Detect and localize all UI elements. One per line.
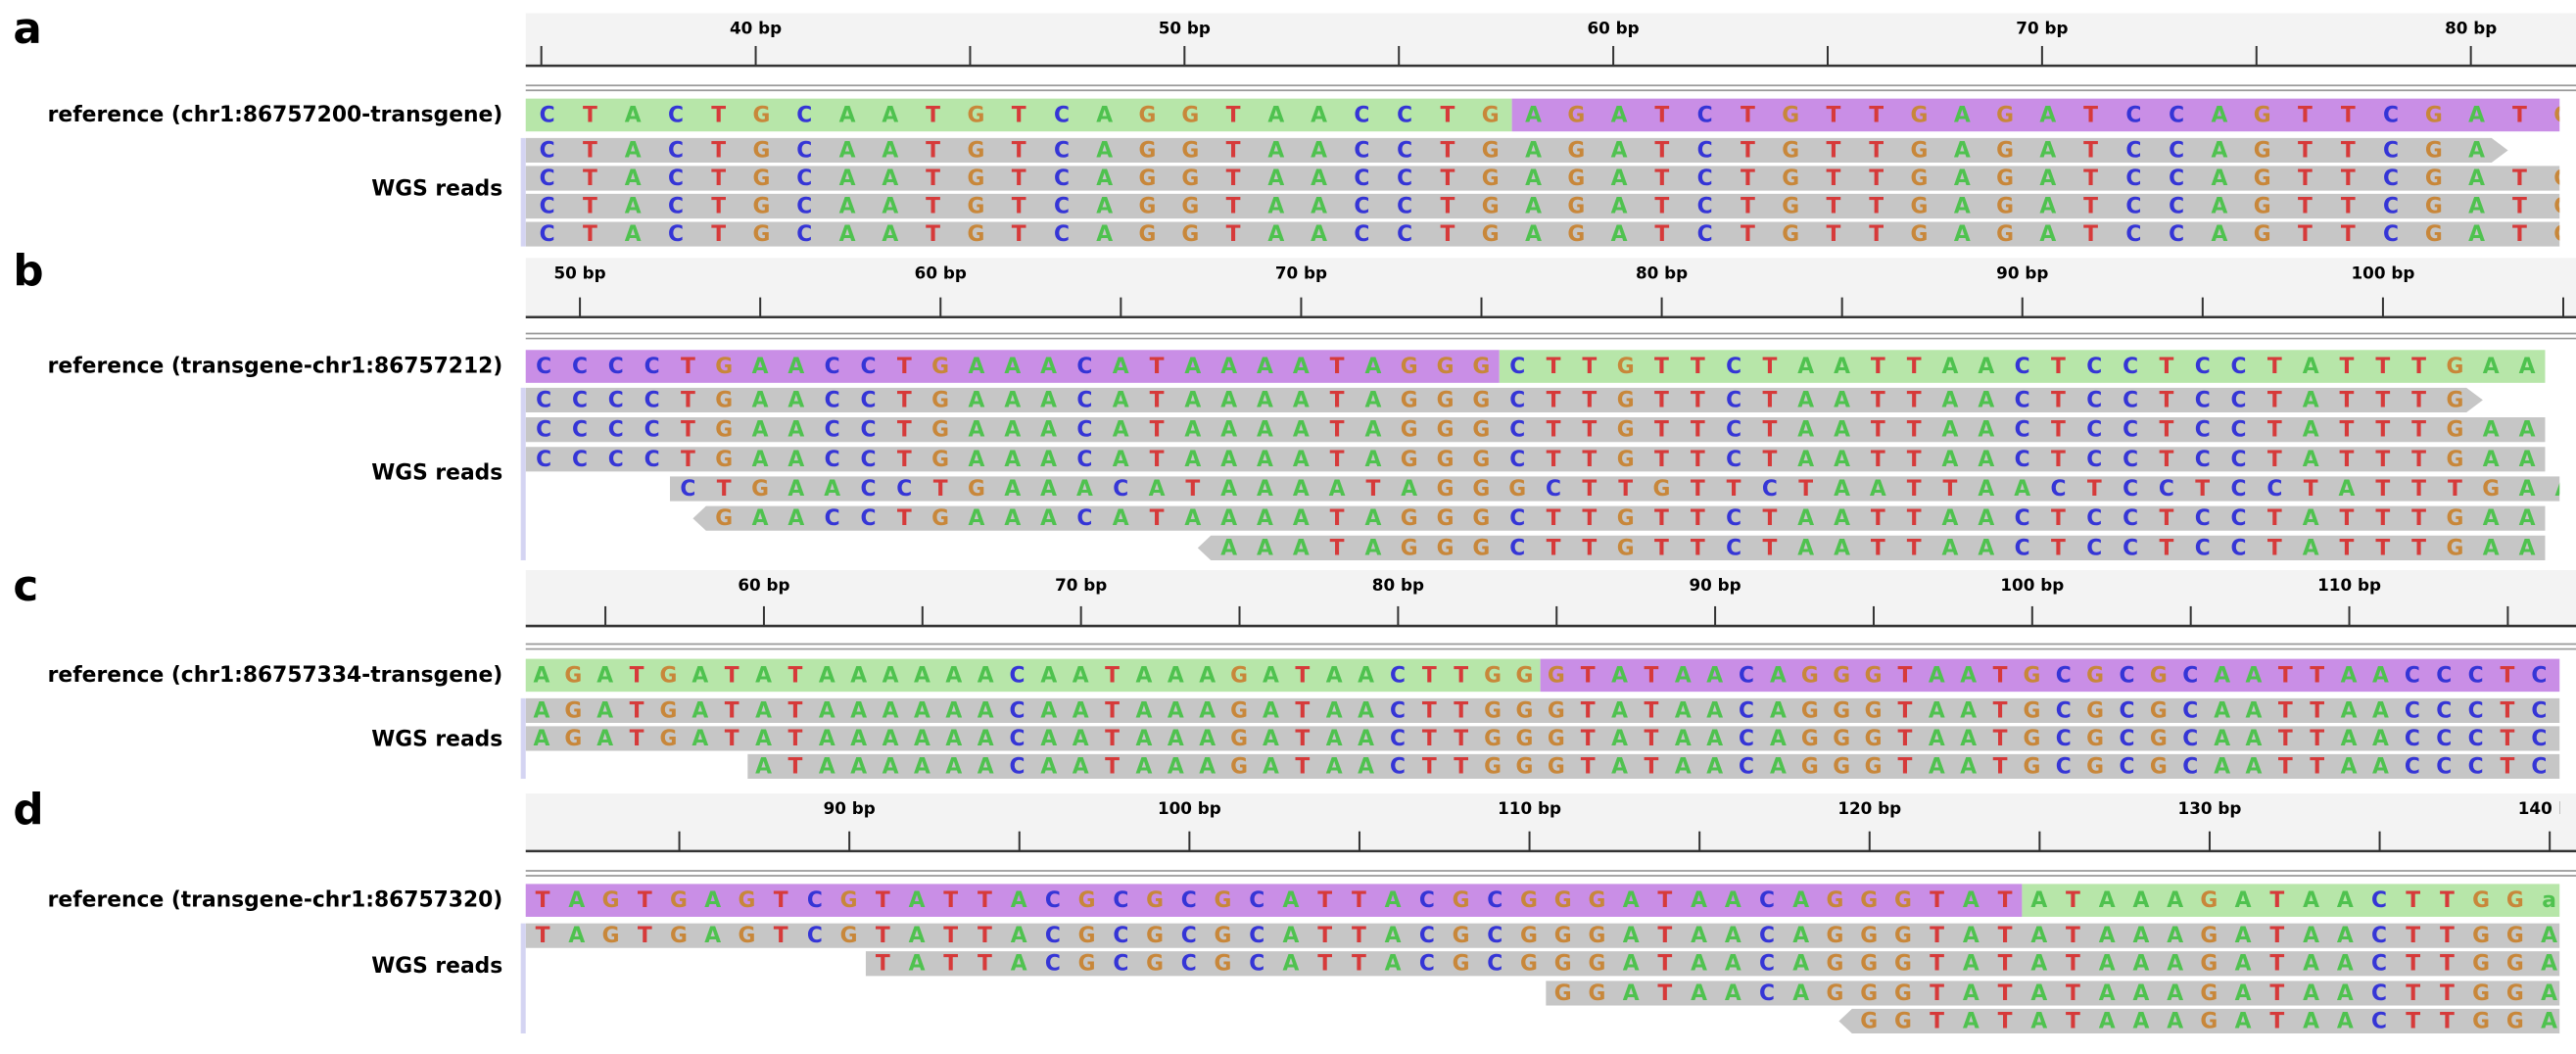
ruler-label: 90 bp [1996,263,2048,282]
read [525,923,2560,948]
ruler-bg [525,793,2576,851]
read [670,476,2560,502]
ruler-label: 60 bp [915,263,967,282]
ruler-label: 70 bp [1275,263,1327,282]
ruler-label: 140 bp [2518,798,2576,818]
panel-label: a [13,5,41,54]
panel-label: b [13,247,43,296]
read [1197,535,2546,560]
read [525,137,2508,164]
read [525,221,2560,247]
coverage-edge [520,137,526,247]
panel-content: 40 bp 50 bp 60 bp 70 bp 80 bp C T A C T G C A A T G T C A G… [525,19,2571,247]
reference-segment [1499,350,2546,383]
reference-segment [525,884,2023,917]
read [525,726,2560,751]
ruler-label: 110 bp [1498,798,1561,818]
ruler-label: 70 bp [2016,19,2068,38]
reference-segment [1540,658,2560,693]
panel-label: d [13,786,43,835]
ruler-label: 100 bp [2351,263,2414,282]
read [525,193,2560,219]
read [692,505,2546,531]
ruler-label: 60 bp [738,575,789,595]
read [1546,981,2560,1006]
ruler-label: 80 bp [1636,263,1688,282]
reference-segment [2022,884,2560,917]
read [525,387,2483,413]
reference-label: reference (transgene-chr1:86757212) [48,355,503,379]
ruler-label: 90 bp [1690,575,1741,595]
reference-segment [1511,98,2560,132]
reads-label: WGS reads [371,954,502,979]
reference-segment [525,98,1512,132]
ruler-label: 80 bp [1372,575,1424,595]
ruler-label: 130 bp [2178,798,2242,818]
ruler-label: 50 bp [1159,19,1211,38]
ruler-label: 100 bp [2000,575,2064,595]
ruler-label: 120 bp [1837,798,1901,818]
ruler-label: 110 bp [2317,575,2381,595]
ruler-label: 50 bp [553,263,605,282]
reads-label: WGS reads [371,727,502,751]
ruler-label: 80 bp [2445,19,2497,38]
ruler-label: 60 bp [1588,19,1640,38]
ruler-bg [525,13,2576,67]
ruler-label: 90 bp [824,798,876,818]
read [525,447,2546,472]
read [1838,1008,2560,1034]
read [525,417,2546,443]
read [525,166,2560,191]
coverage-edge [520,387,526,560]
reference-segment [525,658,1541,693]
panel-content: 60 bp 70 bp 80 bp 90 bp 100 bp 110 bp A G A T G A T A… [525,575,2576,780]
ruler-label: 40 bp [730,19,782,38]
read [865,951,2560,977]
panel-content: 50 bp 60 bp 70 bp 80 bp 90 bp 100 bp C C C C T G A A C… [525,263,2571,560]
reference-label: reference (chr1:86757334-transgene) [48,663,503,688]
coverage-edge [520,697,526,780]
reads-label: WGS reads [371,176,502,201]
ruler-bg [525,570,2576,627]
reference-segment [525,350,1500,383]
ruler-label: 70 bp [1055,575,1107,595]
reads-label: WGS reads [371,461,502,486]
reference-label: reference (transgene-chr1:86757320) [48,888,503,913]
read [747,753,2560,780]
reference-label: reference (chr1:86757200-transgene) [48,103,503,127]
ruler-label: 100 bp [1158,798,1221,818]
coverage-edge [520,923,526,1034]
read [525,697,2560,724]
ruler-bg [525,258,2576,317]
panel-label: c [13,562,38,611]
panel-content: 90 bp 100 bp 110 bp 120 bp 130 bp 140 bp T A G T G… [525,798,2576,1034]
